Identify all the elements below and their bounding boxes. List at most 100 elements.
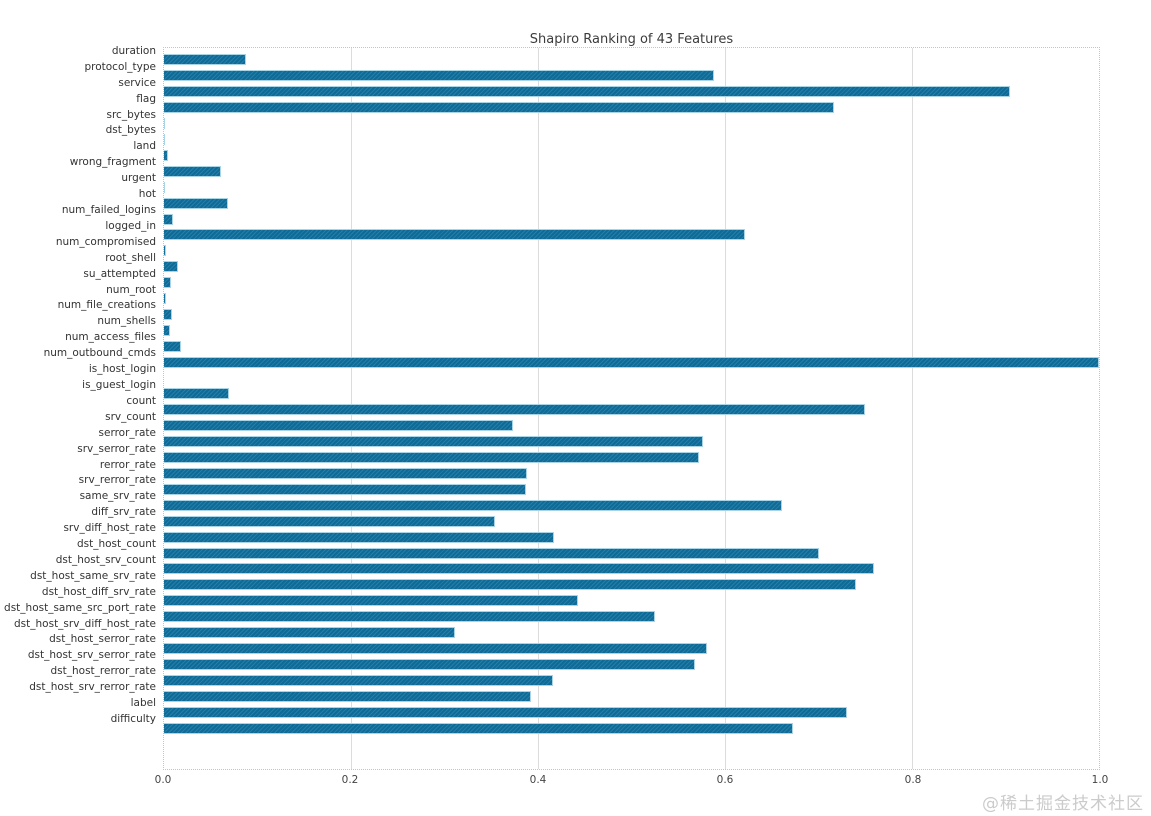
y-label-row: num_access_files [0, 329, 156, 345]
y-label-row: wrong_fragment [0, 154, 156, 170]
y-label-land: land [133, 140, 156, 153]
y-label-row: num_root [0, 282, 156, 298]
bar-dst_host_serror_rate [164, 642, 707, 654]
y-label-row: dst_host_same_srv_rate [0, 568, 156, 584]
bar-num_shells [164, 324, 170, 336]
y-label-src_bytes: src_bytes [106, 108, 156, 121]
y-label-logged_in: logged_in [105, 219, 156, 232]
bar-row [164, 179, 1099, 195]
bar-row [164, 418, 1099, 434]
bar-row [164, 402, 1099, 418]
bar-row [164, 593, 1099, 609]
bar-srv_count [164, 420, 513, 432]
y-label-dst_host_srv_serror_rate: dst_host_srv_serror_rate [27, 649, 156, 662]
bar-srv_rerror_rate [164, 483, 526, 495]
bar-dst_host_rerror_rate [164, 674, 553, 686]
bar-row [164, 720, 1099, 736]
y-label-row: serror_rate [0, 425, 156, 441]
bar-service [164, 86, 1010, 98]
bar-row [164, 577, 1099, 593]
y-label-row: dst_bytes [0, 123, 156, 139]
bar-root_shell [164, 261, 178, 273]
y-label-row: diff_srv_rate [0, 504, 156, 520]
y-label-dst_host_diff_srv_rate: dst_host_diff_srv_rate [41, 585, 156, 598]
y-label-row: duration [0, 43, 156, 59]
y-label-dst_host_same_srv_rate: dst_host_same_srv_rate [30, 569, 156, 582]
bar-row [164, 561, 1099, 577]
y-label-row: urgent [0, 170, 156, 186]
y-label-is_host_login: is_host_login [88, 363, 156, 376]
plot-area [163, 47, 1100, 770]
bar-row [164, 688, 1099, 704]
y-label-num_file_creations: num_file_creations [57, 299, 156, 312]
y-label-num_shells: num_shells [97, 315, 156, 328]
x-tick-label: 0.4 [529, 774, 547, 786]
bar-row [164, 513, 1099, 529]
bar-src_bytes [164, 118, 165, 130]
y-label-row: difficulty [0, 711, 156, 727]
y-label-row: count [0, 393, 156, 409]
y-label-srv_rerror_rate: srv_rerror_rate [78, 474, 156, 487]
y-label-rerror_rate: rerror_rate [99, 458, 156, 471]
y-label-row: num_file_creations [0, 298, 156, 314]
bar-urgent [164, 181, 165, 193]
bar-row [164, 529, 1099, 545]
y-label-row: same_srv_rate [0, 488, 156, 504]
y-label-row: dst_host_srv_count [0, 552, 156, 568]
bar-row [164, 481, 1099, 497]
y-label-is_guest_login: is_guest_login [82, 378, 156, 391]
y-label-row: hot [0, 186, 156, 202]
bar-row [164, 100, 1099, 116]
y-label-row: dst_host_srv_rerror_rate [0, 679, 156, 695]
y-label-service: service [118, 76, 156, 89]
x-tick-label: 0.8 [904, 774, 922, 786]
x-tick-label: 0.2 [341, 774, 359, 786]
bar-row [164, 52, 1099, 68]
bar-num_failed_logins [164, 213, 173, 225]
bar-row [164, 68, 1099, 84]
bar-num_outbound_cmds [164, 356, 1099, 368]
y-label-row: num_failed_logins [0, 202, 156, 218]
bar-logged_in [164, 229, 745, 241]
bar-is_guest_login [164, 388, 229, 400]
bar-row [164, 259, 1099, 275]
y-label-row: srv_count [0, 409, 156, 425]
y-label-row: protocol_type [0, 59, 156, 75]
bar-count [164, 404, 865, 416]
bar-same_srv_rate [164, 499, 782, 511]
y-label-dst_host_rerror_rate: dst_host_rerror_rate [50, 665, 156, 678]
y-label-dst_host_serror_rate: dst_host_serror_rate [49, 633, 156, 646]
y-label-srv_diff_host_rate: srv_diff_host_rate [63, 522, 156, 535]
bar-row [164, 386, 1099, 402]
gridline [912, 48, 913, 769]
y-label-row: srv_diff_host_rate [0, 520, 156, 536]
bars-container [164, 52, 1099, 736]
y-label-num_compromised: num_compromised [55, 235, 156, 248]
y-label-dst_host_same_src_port_rate: dst_host_same_src_port_rate [4, 601, 156, 614]
x-tick-label: 0.0 [154, 774, 172, 786]
y-label-diff_srv_rate: diff_srv_rate [91, 506, 156, 519]
y-label-num_access_files: num_access_files [65, 331, 156, 344]
y-label-row: logged_in [0, 218, 156, 234]
y-label-dst_host_srv_count: dst_host_srv_count [55, 553, 156, 566]
bar-row [164, 625, 1099, 641]
y-label-row: root_shell [0, 250, 156, 266]
bar-land [164, 149, 168, 161]
bar-dst_host_srv_serror_rate [164, 658, 695, 670]
y-label-row: num_outbound_cmds [0, 345, 156, 361]
y-label-same_srv_rate: same_srv_rate [79, 490, 156, 503]
y-label-row: dst_host_count [0, 536, 156, 552]
y-label-row: service [0, 75, 156, 91]
bar-row [164, 195, 1099, 211]
y-label-row: dst_host_rerror_rate [0, 663, 156, 679]
y-label-serror_rate: serror_rate [98, 426, 156, 439]
bar-row [164, 545, 1099, 561]
bar-hot [164, 197, 228, 209]
bar-protocol_type [164, 70, 714, 82]
y-label-flag: flag [136, 92, 156, 105]
bar-srv_diff_host_rate [164, 531, 554, 543]
y-label-dst_host_count: dst_host_count [76, 538, 156, 551]
bar-row [164, 338, 1099, 354]
y-label-protocol_type: protocol_type [84, 60, 156, 73]
